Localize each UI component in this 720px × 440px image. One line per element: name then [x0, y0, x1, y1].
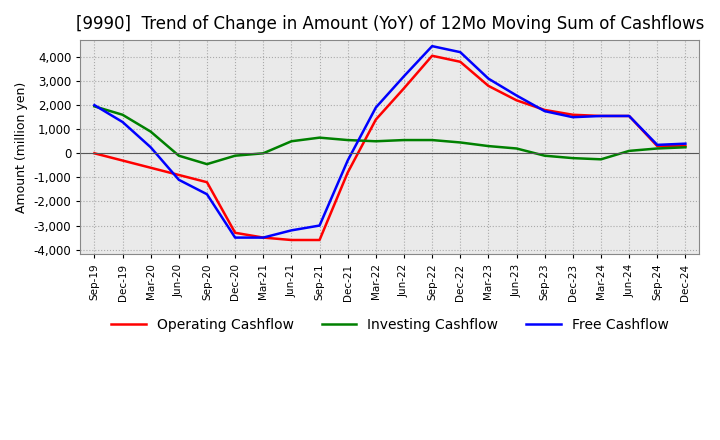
- Operating Cashflow: [259, 235, 268, 240]
- Free Cashflow: [681, 141, 690, 147]
- Investing Cashflow: [174, 153, 183, 158]
- Operating Cashflow: [343, 170, 352, 175]
- Y-axis label: Amount (million yen): Amount (million yen): [15, 82, 28, 213]
- Free Cashflow: [202, 191, 211, 197]
- Free Cashflow: [315, 223, 324, 228]
- Free Cashflow: [456, 50, 464, 55]
- Operating Cashflow: [400, 86, 408, 91]
- Free Cashflow: [653, 142, 662, 147]
- Investing Cashflow: [681, 145, 690, 150]
- Operating Cashflow: [653, 143, 662, 149]
- Investing Cashflow: [597, 157, 606, 162]
- Free Cashflow: [372, 105, 380, 110]
- Free Cashflow: [484, 76, 492, 81]
- Investing Cashflow: [231, 153, 240, 158]
- Free Cashflow: [512, 93, 521, 98]
- Operating Cashflow: [231, 230, 240, 235]
- Investing Cashflow: [202, 161, 211, 167]
- Free Cashflow: [118, 119, 127, 125]
- Free Cashflow: [428, 44, 436, 49]
- Free Cashflow: [625, 114, 634, 119]
- Operating Cashflow: [315, 237, 324, 242]
- Operating Cashflow: [174, 172, 183, 178]
- Operating Cashflow: [484, 83, 492, 88]
- Free Cashflow: [146, 145, 155, 150]
- Free Cashflow: [569, 114, 577, 120]
- Line: Free Cashflow: Free Cashflow: [94, 46, 685, 238]
- Operating Cashflow: [146, 165, 155, 170]
- Free Cashflow: [287, 228, 296, 233]
- Investing Cashflow: [146, 129, 155, 134]
- Free Cashflow: [400, 73, 408, 79]
- Operating Cashflow: [681, 143, 690, 149]
- Operating Cashflow: [372, 117, 380, 122]
- Free Cashflow: [90, 103, 99, 108]
- Title: [9990]  Trend of Change in Amount (YoY) of 12Mo Moving Sum of Cashflows: [9990] Trend of Change in Amount (YoY) o…: [76, 15, 704, 33]
- Operating Cashflow: [541, 107, 549, 113]
- Free Cashflow: [541, 109, 549, 114]
- Legend: Operating Cashflow, Investing Cashflow, Free Cashflow: Operating Cashflow, Investing Cashflow, …: [105, 312, 675, 337]
- Free Cashflow: [231, 235, 240, 240]
- Investing Cashflow: [428, 137, 436, 143]
- Investing Cashflow: [343, 137, 352, 143]
- Investing Cashflow: [512, 146, 521, 151]
- Investing Cashflow: [456, 140, 464, 145]
- Operating Cashflow: [456, 59, 464, 64]
- Investing Cashflow: [541, 153, 549, 158]
- Investing Cashflow: [625, 148, 634, 154]
- Operating Cashflow: [90, 150, 99, 156]
- Free Cashflow: [259, 235, 268, 240]
- Free Cashflow: [174, 177, 183, 183]
- Investing Cashflow: [259, 150, 268, 156]
- Operating Cashflow: [597, 114, 606, 119]
- Free Cashflow: [597, 114, 606, 119]
- Line: Investing Cashflow: Investing Cashflow: [94, 106, 685, 164]
- Operating Cashflow: [625, 114, 634, 119]
- Investing Cashflow: [400, 137, 408, 143]
- Investing Cashflow: [287, 139, 296, 144]
- Operating Cashflow: [118, 158, 127, 163]
- Free Cashflow: [343, 158, 352, 163]
- Line: Operating Cashflow: Operating Cashflow: [94, 56, 685, 240]
- Operating Cashflow: [202, 180, 211, 185]
- Investing Cashflow: [315, 135, 324, 140]
- Operating Cashflow: [428, 53, 436, 59]
- Operating Cashflow: [287, 237, 296, 242]
- Investing Cashflow: [569, 155, 577, 161]
- Investing Cashflow: [653, 146, 662, 151]
- Investing Cashflow: [372, 139, 380, 144]
- Operating Cashflow: [512, 98, 521, 103]
- Investing Cashflow: [118, 112, 127, 117]
- Operating Cashflow: [569, 112, 577, 117]
- Investing Cashflow: [484, 143, 492, 149]
- Investing Cashflow: [90, 104, 99, 109]
